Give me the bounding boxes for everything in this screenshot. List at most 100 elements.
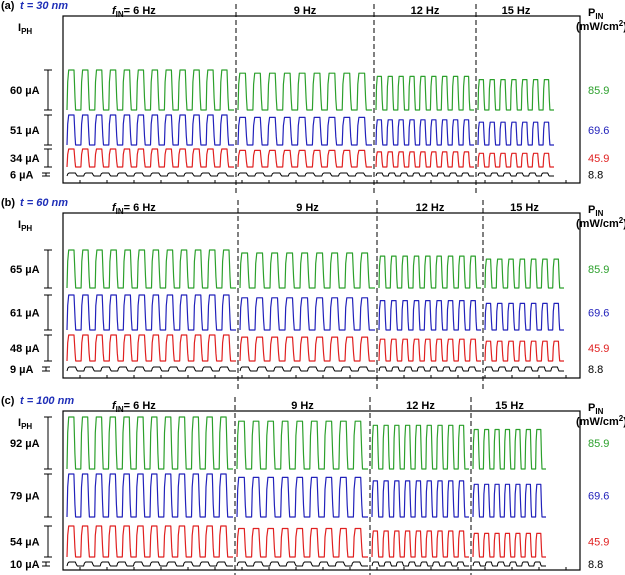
series-line-85.9-segment-12hz <box>375 75 474 111</box>
series-line-69.6-segment-6hz <box>66 294 236 331</box>
pin-unit: (mW/cm2) <box>576 19 625 33</box>
pin-unit-sup: 2 <box>619 414 624 423</box>
pin-unit-sup: 2 <box>619 216 624 225</box>
frequency-label-12hz: 12 Hz <box>416 202 445 214</box>
frequency-label-12hz: 12 Hz <box>406 400 435 412</box>
pin-header-main: P <box>588 402 595 414</box>
series-line-69.6-segment-12hz <box>378 300 481 331</box>
freq-symbol: f <box>112 5 117 17</box>
amplitude-label: 92 µA <box>10 438 40 450</box>
amplitude-label: 34 µA <box>10 153 40 165</box>
series-line-8.8-segment-12hz <box>371 561 469 567</box>
pin-header-main: P <box>588 7 595 19</box>
series-line-45.9-segment-15hz <box>477 152 554 168</box>
series-line-8.8-segment-9hz <box>237 172 372 177</box>
series-line-69.6-segment-6hz <box>66 473 233 518</box>
y-axis-label-main: I <box>18 219 21 231</box>
pin-value-45.9: 45.9 <box>588 343 609 355</box>
series-line-45.9-segment-15hz <box>484 340 564 362</box>
thickness-label: t = 60 nm <box>20 197 68 209</box>
series-line-85.9-segment-9hz <box>236 420 368 470</box>
amplitude-label: 10 µA <box>10 559 40 571</box>
pin-header-main: P <box>588 204 595 216</box>
frequency-label-9hz: 9 Hz <box>296 202 319 214</box>
series-line-69.6-segment-15hz <box>472 483 546 518</box>
freq-subscript: IN <box>116 405 124 414</box>
pin-header: PIN <box>588 7 604 21</box>
series-line-69.6-segment-12hz <box>371 480 469 518</box>
amplitude-label: 51 µA <box>10 125 40 137</box>
pin-value-69.6: 69.6 <box>588 308 609 320</box>
thickness-label: t = 100 nm <box>20 395 74 407</box>
frequency-label-9hz: 9 Hz <box>294 5 317 17</box>
series-line-45.9-segment-9hz <box>236 527 368 558</box>
pin-value-45.9: 45.9 <box>588 537 609 549</box>
series-line-85.9-segment-9hz <box>239 252 375 289</box>
pin-value-85.9: 85.9 <box>588 438 609 450</box>
amplitude-label: 65 µA <box>10 264 40 276</box>
series-line-69.6-segment-15hz <box>484 302 564 331</box>
pin-value-85.9: 85.9 <box>588 264 609 276</box>
pin-header: PIN <box>588 402 604 416</box>
frequency-label-6hz: fIN= 6 Hz <box>112 5 156 19</box>
amplitude-label: 61 µA <box>10 308 40 320</box>
freq-symbol: f <box>112 400 117 412</box>
pin-header: PIN <box>588 204 604 218</box>
series-line-85.9-segment-15hz <box>477 79 554 111</box>
series-line-45.9-segment-12hz <box>378 338 481 362</box>
series-line-85.9-segment-12hz <box>371 424 469 470</box>
pin-header-sub: IN <box>595 407 603 416</box>
series-line-8.8-segment-6hz <box>66 366 236 372</box>
freq-value: = 6 Hz <box>124 202 157 214</box>
series-line-8.8-segment-6hz <box>66 561 233 567</box>
freq-subscript: IN <box>116 10 124 19</box>
pin-value-45.9: 45.9 <box>588 153 609 165</box>
pin-unit-close: ) <box>623 21 625 33</box>
pin-header-sub: IN <box>595 12 603 21</box>
series-line-69.6-segment-15hz <box>477 121 554 146</box>
pin-unit-close: ) <box>623 416 625 428</box>
freq-symbol: f <box>112 202 117 214</box>
series-line-8.8-segment-12hz <box>375 172 474 177</box>
series-line-85.9-segment-9hz <box>237 72 372 111</box>
frequency-label-15hz: 15 Hz <box>502 5 531 17</box>
series-line-45.9-segment-6hz <box>66 525 233 558</box>
amplitude-label: 6 µA <box>10 170 34 182</box>
pin-unit-main: (mW/cm <box>576 21 619 33</box>
series-line-85.9-segment-15hz <box>472 428 546 470</box>
series-line-8.8-segment-9hz <box>236 561 368 567</box>
panel-frame <box>62 15 581 184</box>
freq-value: = 6 Hz <box>124 400 157 412</box>
series-line-45.9-segment-9hz <box>237 149 372 168</box>
series-line-85.9-segment-12hz <box>378 255 481 289</box>
pin-value-8.8: 8.8 <box>588 559 603 571</box>
series-line-85.9-segment-6hz <box>66 249 236 289</box>
series-line-85.9-segment-6hz <box>66 416 233 470</box>
y-axis-label-sub: PH <box>21 422 32 431</box>
pin-unit-close: ) <box>623 218 625 230</box>
panel-frame <box>62 212 581 379</box>
series-line-69.6-segment-12hz <box>375 119 474 146</box>
panel-frame <box>62 410 581 571</box>
y-axis-label-sub: PH <box>21 224 32 233</box>
pin-unit-main: (mW/cm <box>576 416 619 428</box>
y-axis-label-main: I <box>18 417 21 429</box>
pin-unit: (mW/cm2) <box>576 414 625 428</box>
y-axis-label: IPH <box>18 219 32 233</box>
pin-unit-sup: 2 <box>619 19 624 28</box>
thickness-label: t = 30 nm <box>20 0 68 12</box>
series-line-8.8-segment-15hz <box>484 366 564 372</box>
frequency-label-15hz: 15 Hz <box>510 202 539 214</box>
pin-value-8.8: 8.8 <box>588 364 603 376</box>
series-line-69.6-segment-9hz <box>239 297 375 331</box>
amplitude-label: 54 µA <box>10 537 40 549</box>
pin-value-8.8: 8.8 <box>588 170 603 182</box>
amplitude-label: 60 µA <box>10 85 40 97</box>
pin-unit: (mW/cm2) <box>576 216 625 230</box>
pin-value-69.6: 69.6 <box>588 125 609 137</box>
freq-value: = 6 Hz <box>124 5 157 17</box>
